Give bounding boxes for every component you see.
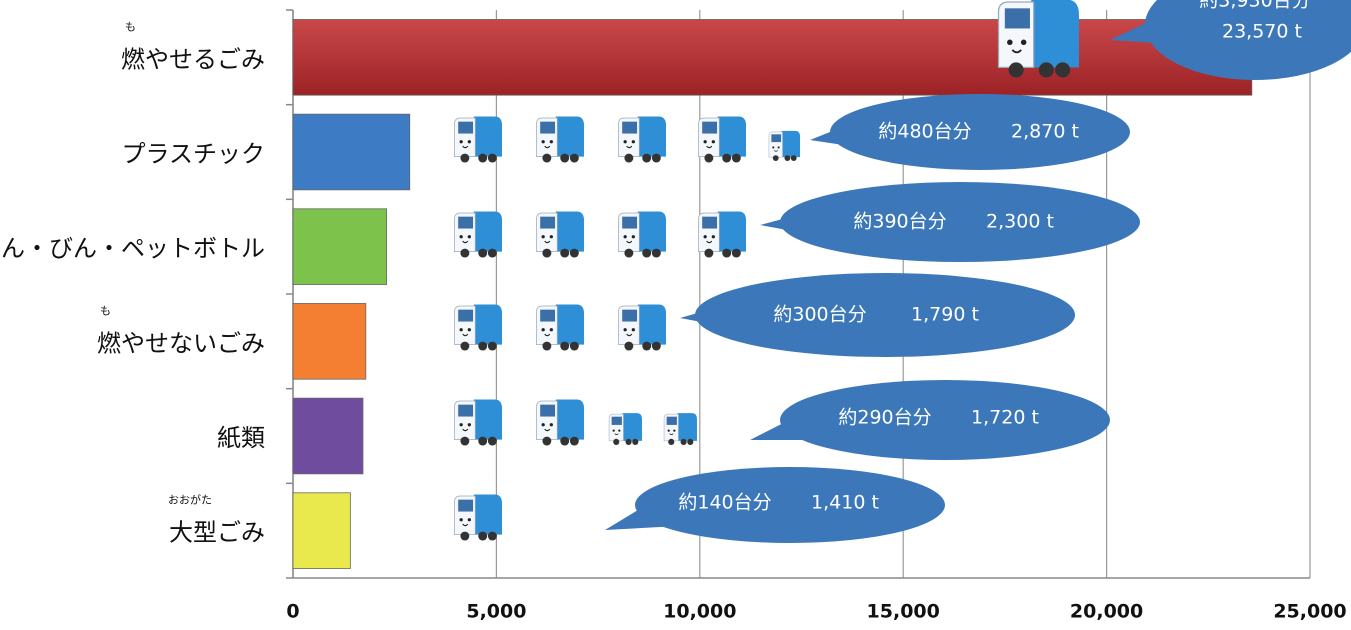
value-label: 1,790 t [911, 304, 979, 326]
category-label: プラスチック [121, 140, 265, 168]
truck-label: 約390台分 [853, 211, 946, 233]
bars [292, 19, 1253, 569]
x-tick-label: 5,000 [466, 601, 526, 623]
value-label: 2,300 t [986, 211, 1054, 233]
x-tick-label: 20,000 [1070, 601, 1143, 623]
x-tick-label: 0 [286, 601, 299, 623]
bubble [695, 273, 1075, 357]
truck-label: 約480台分 [878, 121, 971, 143]
bar [292, 303, 367, 380]
value-label: 2,870 t [1011, 121, 1079, 143]
truck-label: 約290台分 [838, 407, 931, 429]
grid: 0 5,000 10,000 15,000 20,000 25,000燃やせるごみもプラス… [0, 9, 1347, 623]
category-label: 燃やせるごみ [121, 45, 265, 73]
furigana: も [100, 304, 111, 317]
bar [292, 113, 411, 191]
x-tick-label: 10,000 [663, 601, 736, 623]
category-label: 紙類 [217, 424, 265, 452]
x-tick-label: 25,000 [1273, 601, 1346, 623]
x-tick-label: 15,000 [867, 601, 940, 623]
bubble [1145, 0, 1351, 80]
furigana: も [125, 20, 136, 33]
category-label: かん・びん・ペットボトル [0, 235, 265, 263]
bubble [830, 94, 1130, 170]
bubble [780, 182, 1140, 262]
bar [292, 397, 364, 475]
category-label: 大型ごみ [169, 519, 265, 547]
truck-label: 約3,930台分 [1199, 0, 1310, 12]
bubble [635, 467, 945, 543]
bubbles: 約3,930台分 23,570 t 約480台分 2,870 t 約390台分 2,300… [605, 0, 1351, 543]
bar [292, 19, 1253, 96]
bubble [780, 380, 1110, 460]
value-label: 1,410 t [811, 492, 879, 514]
truck-label: 約300台分 [773, 304, 866, 326]
value-label: 1,720 t [971, 407, 1039, 429]
bar [292, 208, 387, 285]
truck-label: 約140台分 [678, 492, 771, 514]
bar [292, 492, 351, 569]
value-label: 23,570 t [1222, 21, 1302, 43]
furigana: おおがた [168, 493, 212, 507]
category-label: 燃やせないごみ [97, 329, 265, 357]
